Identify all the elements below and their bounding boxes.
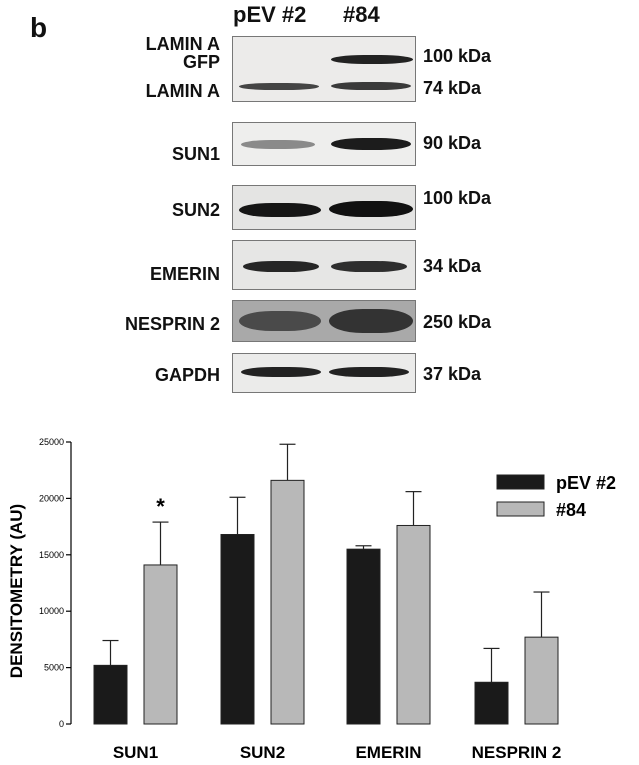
blot-label-emerin: EMERIN [149,264,220,284]
bars: * [93,443,559,725]
band [243,261,319,272]
bar-sun2-pev2 [220,533,255,725]
bar-emerin-pev2 [346,548,381,725]
blot-strip-emerin [232,240,416,290]
blot-strip-sun2 [232,185,416,230]
kda-label-lamin-gfp: 100 kDa [423,46,492,66]
blot-label-gapdh: GAPDH [154,365,220,385]
band [329,201,413,217]
bar-nesprin-2-pev2 [474,681,509,725]
y-tick-label: 25000 [39,437,64,447]
band [329,367,409,377]
y-tick-label: 10000 [39,606,64,616]
y-tick-label: 20000 [39,493,64,503]
y-tick-label: 15000 [39,550,64,560]
blot-strip-nesprin2 [232,300,416,342]
legend-label: pEV #2 [556,473,616,493]
blot-label-lamin-a: LAMIN A [145,81,220,101]
x-axis-labels: SUN1 SUN2 EMERIN NESPRIN 2 [113,743,562,762]
kda-label-lamin-a: 74 kDa [423,78,482,98]
band [241,367,321,377]
band [329,309,413,333]
kda-label-sun2: 100 kDa [423,188,492,208]
band [239,83,319,90]
blot-label-sun1: SUN1 [171,144,220,164]
blot-strip-gapdh [232,353,416,393]
blot-strip-lamin [232,36,416,102]
x-tick-label: NESPRIN 2 [472,743,562,762]
band [331,261,407,272]
panel-letter: b [30,12,48,43]
kda-label-sun1: 90 kDa [423,133,482,153]
blot-label-gfp: GFP [182,52,220,72]
bar-sun2-84 [270,479,305,725]
lane-label-pev2: pEV #2 [233,2,307,27]
x-tick-label: SUN2 [240,743,285,762]
bar-nesprin-2-84 [524,636,559,725]
kda-label-gapdh: 37 kDa [423,364,482,384]
legend-label: #84 [556,500,586,520]
blot-label-sun2: SUN2 [171,200,220,220]
blot-label-lamin-a-gfp-top: LAMIN A [145,34,220,54]
y-tick-label: 0 [59,719,64,729]
legend-swatch [496,501,545,517]
band [331,138,411,150]
band [331,82,411,90]
band [239,203,321,217]
band [241,140,315,149]
densitometry-bar-chart: 0 5000 10000 15000 20000 25000 * SUN1 SUN2 EMER… [7,437,616,762]
bar-emerin-84 [396,524,431,725]
kda-label-emerin: 34 kDa [423,256,482,276]
band [239,311,321,331]
significance-marker: * [156,494,165,519]
y-tick-label: 5000 [44,663,64,673]
blot-label-nesprin2: NESPRIN 2 [124,314,220,334]
blot-strip-sun1 [232,122,416,166]
legend-swatch [496,474,545,490]
bar-sun1-84 [143,564,178,725]
kda-label-nesprin2: 250 kDa [423,312,492,332]
bar-sun1-pev2 [93,664,128,725]
band [331,55,413,64]
y-axis: 0 5000 10000 15000 20000 25000 [39,437,72,729]
x-tick-label: EMERIN [355,743,421,762]
x-tick-label: SUN1 [113,743,158,762]
y-axis-title: DENSITOMETRY (AU) [7,504,26,678]
lane-label-84: #84 [343,2,380,27]
legend: pEV #2 #84 [496,473,616,520]
